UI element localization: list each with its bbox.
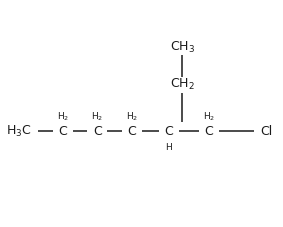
Text: C: C xyxy=(164,125,173,138)
Text: C: C xyxy=(127,125,136,138)
Text: Cl: Cl xyxy=(260,125,273,138)
Text: C: C xyxy=(93,125,102,138)
Text: H: H xyxy=(166,143,172,152)
Text: CH$_2$: CH$_2$ xyxy=(170,77,195,92)
Text: C: C xyxy=(59,125,67,138)
Text: C: C xyxy=(204,125,213,138)
Text: H$_2$: H$_2$ xyxy=(57,110,69,123)
Text: H$_2$: H$_2$ xyxy=(126,110,138,123)
Text: H$_2$: H$_2$ xyxy=(203,110,215,123)
Text: CH$_3$: CH$_3$ xyxy=(170,39,195,55)
Text: H$_2$: H$_2$ xyxy=(91,110,104,123)
Text: H$_3$C: H$_3$C xyxy=(6,124,31,139)
